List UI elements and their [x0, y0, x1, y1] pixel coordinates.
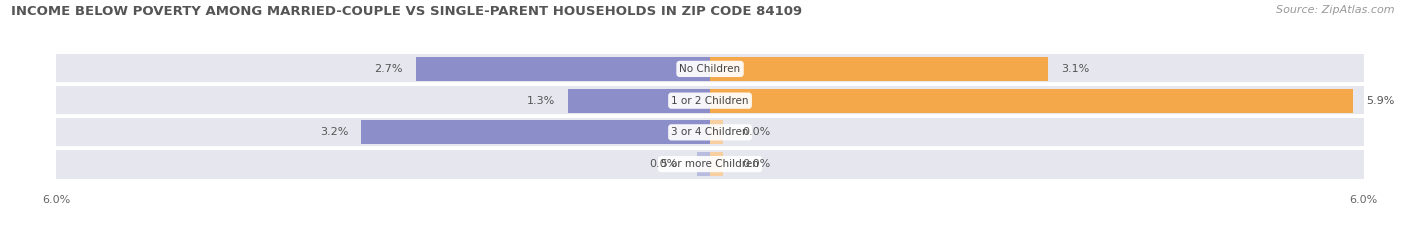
- Text: 3 or 4 Children: 3 or 4 Children: [671, 127, 749, 137]
- Bar: [56, 55, 1364, 83]
- Bar: [710, 120, 723, 144]
- Text: Source: ZipAtlas.com: Source: ZipAtlas.com: [1277, 5, 1395, 15]
- Bar: [710, 152, 723, 176]
- Text: 5.9%: 5.9%: [1367, 96, 1395, 106]
- Text: 3.2%: 3.2%: [321, 127, 349, 137]
- Bar: [416, 57, 710, 81]
- Bar: [697, 152, 710, 176]
- Bar: [56, 150, 1364, 178]
- Bar: [56, 86, 1364, 115]
- Text: 2.7%: 2.7%: [374, 64, 402, 74]
- Bar: [361, 120, 710, 144]
- Text: 0.0%: 0.0%: [742, 127, 770, 137]
- Text: 3.1%: 3.1%: [1062, 64, 1090, 74]
- Bar: [710, 89, 1353, 113]
- Text: 0.0%: 0.0%: [650, 159, 678, 169]
- Text: INCOME BELOW POVERTY AMONG MARRIED-COUPLE VS SINGLE-PARENT HOUSEHOLDS IN ZIP COD: INCOME BELOW POVERTY AMONG MARRIED-COUPL…: [11, 5, 803, 18]
- Text: 5 or more Children: 5 or more Children: [661, 159, 759, 169]
- Text: 0.0%: 0.0%: [742, 159, 770, 169]
- Text: 1.3%: 1.3%: [527, 96, 555, 106]
- Bar: [56, 118, 1364, 147]
- Bar: [568, 89, 710, 113]
- Text: No Children: No Children: [679, 64, 741, 74]
- Text: 1 or 2 Children: 1 or 2 Children: [671, 96, 749, 106]
- Bar: [710, 57, 1047, 81]
